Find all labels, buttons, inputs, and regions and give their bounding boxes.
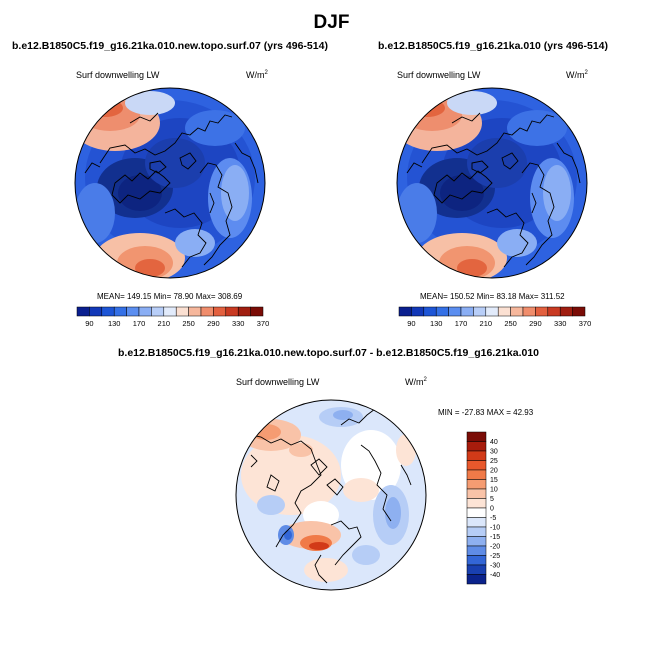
colorbar-box <box>466 450 487 461</box>
colorbar-box <box>175 306 189 317</box>
colorbar-box <box>411 306 425 317</box>
colorbar-box <box>466 555 487 566</box>
colorbar-tick-label: 20 <box>490 468 498 475</box>
colorbar-tick-label: -10 <box>490 525 500 532</box>
panel-2-units: W/m2 <box>566 70 588 80</box>
colorbar-box <box>398 306 412 317</box>
difference-field-label: Surf downwelling LW <box>236 377 320 387</box>
colorbar-box <box>466 564 487 575</box>
colorbar-tick-label: -40 <box>490 572 500 579</box>
colorbar-box <box>466 574 487 585</box>
colorbar-box <box>485 306 499 317</box>
panel-2-map <box>396 87 588 279</box>
difference-map <box>235 399 427 591</box>
colorbar-box <box>163 306 177 317</box>
colorbar-box <box>138 306 152 317</box>
colorbar-tick-label: 170 <box>455 319 468 328</box>
panel-1-colorbar: 90 130 170 210 250 290 330 370 <box>76 306 270 328</box>
colorbar-box <box>466 488 487 499</box>
colorbar-box <box>448 306 462 317</box>
panel-2-field-label: Surf downwelling LW <box>397 70 481 80</box>
colorbar-box <box>535 306 549 317</box>
colorbar-tick-label: 170 <box>133 319 146 328</box>
colorbar-box <box>188 306 202 317</box>
colorbar-tick-label: 210 <box>158 319 171 328</box>
colorbar-box <box>213 306 227 317</box>
colorbar-tick-label: 40 <box>490 439 498 446</box>
panel-2-stats: MEAN= 150.52 Min= 83.18 Max= 311.52 <box>420 292 565 301</box>
colorbar-tick-label: -30 <box>490 563 500 570</box>
colorbar-tick-label: 370 <box>579 319 592 328</box>
colorbar-box <box>497 306 511 317</box>
panel-1-title: b.e12.B1850C5.f19_g16.21ka.010.new.topo.… <box>12 40 328 52</box>
colorbar-box <box>547 306 561 317</box>
colorbar-box <box>466 431 487 442</box>
colorbar-tick-label: 250 <box>504 319 517 328</box>
panel-2-title: b.e12.B1850C5.f19_g16.21ka.010 (yrs 496-… <box>378 40 608 52</box>
colorbar-tick-label: 0 <box>490 506 494 513</box>
colorbar-box <box>89 306 103 317</box>
colorbar-box <box>435 306 449 317</box>
colorbar-box <box>466 479 487 490</box>
colorbar-tick-label: 5 <box>490 496 494 503</box>
colorbar-box <box>466 469 487 480</box>
colorbar-box <box>113 306 127 317</box>
colorbar-box <box>466 507 487 518</box>
difference-units: W/m2 <box>405 377 427 387</box>
colorbar-box <box>151 306 165 317</box>
colorbar-box <box>466 460 487 471</box>
panel-1-map <box>74 87 266 279</box>
colorbar-box <box>559 306 573 317</box>
colorbar-box <box>466 498 487 509</box>
colorbar-tick-label: -5 <box>490 515 496 522</box>
colorbar-box <box>510 306 524 317</box>
colorbar-box <box>466 441 487 452</box>
colorbar-tick-label: 15 <box>490 477 498 484</box>
colorbar-box <box>101 306 115 317</box>
colorbar-box <box>423 306 437 317</box>
colorbar-tick-label: 330 <box>554 319 567 328</box>
colorbar-box <box>466 517 487 528</box>
colorbar-box <box>237 306 251 317</box>
colorbar-box <box>250 306 264 317</box>
colorbar-box <box>460 306 474 317</box>
colorbar-tick-label: 250 <box>182 319 195 328</box>
colorbar-box <box>466 545 487 556</box>
colorbar-tick-label: 290 <box>207 319 220 328</box>
colorbar-tick-label: 30 <box>490 449 498 456</box>
panel-1-field-label: Surf downwelling LW <box>76 70 160 80</box>
colorbar-box <box>200 306 214 317</box>
colorbar-box <box>572 306 586 317</box>
colorbar-tick-label: 130 <box>430 319 443 328</box>
colorbar-box <box>76 306 90 317</box>
colorbar-tick-label: -25 <box>490 553 500 560</box>
colorbar-tick-label: 25 <box>490 458 498 465</box>
panel-1-units: W/m2 <box>246 70 268 80</box>
colorbar-box <box>225 306 239 317</box>
colorbar-box <box>522 306 536 317</box>
season-title: DJF <box>313 12 350 33</box>
panel-2-colorbar: 90 130 170 210 250 290 330 370 <box>398 306 592 328</box>
colorbar-box <box>473 306 487 317</box>
colorbar-tick-label: 130 <box>108 319 121 328</box>
colorbar-box <box>466 526 487 537</box>
colorbar-tick-label: -20 <box>490 544 500 551</box>
colorbar-tick-label: 210 <box>480 319 493 328</box>
colorbar-tick-label: 330 <box>232 319 245 328</box>
colorbar-tick-label: -15 <box>490 534 500 541</box>
difference-minmax-stats: MIN = -27.83 MAX = 42.93 <box>438 408 534 417</box>
colorbar-tick-label: 370 <box>257 319 270 328</box>
difference-colorbar: 40 30 25 20 15 10 5 0 -5 -10 -15 -20 -25 -30 -40 <box>466 431 500 585</box>
colorbar-box <box>126 306 140 317</box>
colorbar-tick-label: 90 <box>85 319 93 328</box>
difference-panel-title: b.e12.B1850C5.f19_g16.21ka.010.new.topo.… <box>118 347 540 359</box>
colorbar-box <box>466 536 487 547</box>
colorbar-tick-label: 10 <box>490 487 498 494</box>
panel-1-stats: MEAN= 149.15 Min= 78.90 Max= 308.69 <box>97 292 243 301</box>
colorbar-tick-label: 90 <box>407 319 415 328</box>
colorbar-tick-label: 290 <box>529 319 542 328</box>
